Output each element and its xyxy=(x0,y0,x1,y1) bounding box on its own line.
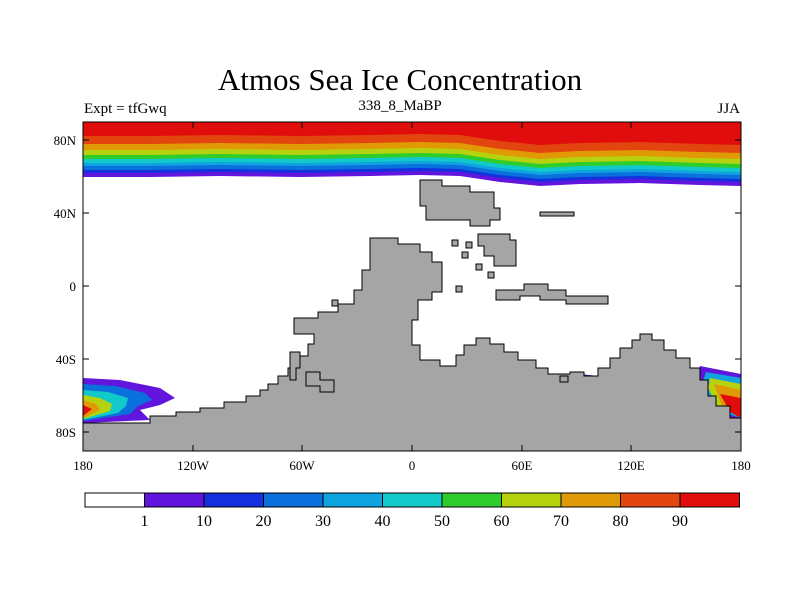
colorbar-label: 90 xyxy=(672,513,688,530)
y-tick-label: 0 xyxy=(70,279,77,294)
ice-west-red xyxy=(83,405,92,416)
y-tick-label: 80S xyxy=(56,425,76,440)
colorbar-label: 70 xyxy=(553,513,569,530)
colorbar-swatch xyxy=(501,492,562,508)
arctic-sea-ice xyxy=(83,122,741,186)
season-label: JJA xyxy=(717,101,740,117)
colorbar-label: 80 xyxy=(613,513,629,530)
colorbar-swatch xyxy=(263,492,324,508)
colorbar-label: 10 xyxy=(196,513,212,530)
land-island-8 xyxy=(559,375,569,383)
colorbar-swatch xyxy=(203,492,264,508)
y-tick-label: 40S xyxy=(56,352,76,367)
land-asia-north xyxy=(419,179,501,227)
subtitle: 338_8_MaBP xyxy=(358,98,442,114)
axis-ticks xyxy=(82,122,742,451)
colorbar-swatch xyxy=(382,492,443,508)
x-tick-label: 120W xyxy=(177,458,210,473)
land-island-4 xyxy=(487,271,495,279)
colorbar-swatch xyxy=(560,492,621,508)
colorbar-swatch xyxy=(144,492,205,508)
y-tick-label: 40N xyxy=(54,206,77,221)
land-island-1 xyxy=(465,241,473,249)
land-weddell-peninsula xyxy=(305,371,335,393)
land-island-6 xyxy=(331,299,339,307)
colorbar xyxy=(84,492,740,508)
land-island-7 xyxy=(455,285,463,293)
colorbar-swatch xyxy=(322,492,383,508)
colorbar-label: 30 xyxy=(315,513,331,530)
land-asia-east xyxy=(477,233,517,267)
colorbar-label: 60 xyxy=(494,513,510,530)
colorbar-label: 40 xyxy=(375,513,391,530)
map-plot-area xyxy=(83,122,741,451)
y-tick-labels: 80N 40N 0 40S 80S xyxy=(54,133,77,440)
experiment-label: Expt = tfGwq xyxy=(84,101,167,117)
x-tick-label: 0 xyxy=(409,458,416,473)
colorbar-label: 1 xyxy=(141,513,149,530)
x-tick-label: 180 xyxy=(73,458,93,473)
land-masses xyxy=(83,179,741,451)
x-tick-label: 180 xyxy=(731,458,751,473)
land-island-strip xyxy=(539,211,575,217)
colorbar-labels: 1 10 20 30 40 50 60 70 80 90 xyxy=(141,513,689,530)
land-island-5 xyxy=(475,263,483,271)
land-island-3 xyxy=(451,239,459,247)
x-tick-label: 120E xyxy=(617,458,645,473)
colorbar-swatch xyxy=(679,492,740,508)
colorbar-label: 20 xyxy=(256,513,272,530)
antarctic-ice-west xyxy=(83,378,175,423)
x-tick-label: 60W xyxy=(289,458,315,473)
colorbar-swatch xyxy=(84,492,145,508)
y-tick-label: 80N xyxy=(54,133,77,148)
x-tick-label: 60E xyxy=(512,458,533,473)
x-tick-labels: 180 120W 60W 0 60E 120E 180 xyxy=(73,458,751,473)
arctic-band-10 xyxy=(83,122,741,145)
colorbar-swatch xyxy=(620,492,681,508)
colorbar-swatch xyxy=(441,492,502,508)
land-south-america-tip xyxy=(289,351,301,381)
land-australia-arm xyxy=(495,283,609,305)
land-island-2 xyxy=(461,251,469,259)
colorbar-label: 50 xyxy=(434,513,450,530)
chart-title: Atmos Sea Ice Concentration xyxy=(217,62,583,97)
